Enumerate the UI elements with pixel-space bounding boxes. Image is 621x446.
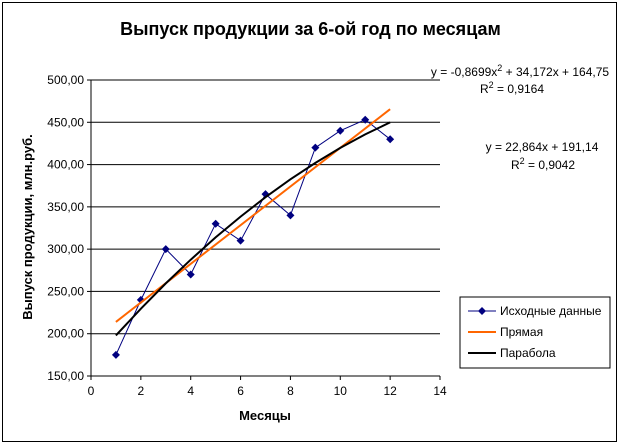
tick-labels: 150,00 200,00 250,00 300,00 350,00 400,00 450,… — [47, 73, 447, 398]
data-point-marker — [111, 350, 120, 359]
chart-frame: Выпуск продукции за 6-ой год по месяцам — [2, 2, 617, 442]
y-tick-label: 200,00 — [47, 327, 84, 341]
y-tick-label: 250,00 — [47, 284, 84, 298]
x-tick-label: 4 — [187, 384, 194, 398]
series-layer — [111, 108, 395, 359]
data-point-marker — [161, 245, 170, 254]
trendline-linear — [115, 108, 391, 323]
legend-item-original: Исходные данные — [468, 304, 602, 318]
y-tick-label: 500,00 — [47, 73, 84, 87]
data-point-marker — [361, 115, 370, 124]
legend-label-linear: Прямая — [500, 325, 543, 339]
data-point-marker — [211, 219, 220, 228]
legend-item-linear: Прямая — [468, 325, 543, 339]
data-point-marker — [311, 143, 320, 152]
x-tick-label: 8 — [287, 384, 294, 398]
series-line-original — [115, 119, 391, 356]
y-tick-label: 300,00 — [47, 242, 84, 256]
axes — [87, 79, 441, 380]
data-point-marker — [336, 126, 345, 135]
data-point-marker — [186, 270, 195, 279]
trendline-parabola — [115, 121, 391, 337]
linear-equation: y = 22,864x + 191,14 — [486, 140, 599, 154]
y-tick-label: 150,00 — [47, 369, 84, 383]
x-tick-label: 6 — [237, 384, 244, 398]
data-point-marker — [236, 236, 245, 245]
linear-r-squared: R2 = 0,9042 — [511, 156, 575, 172]
x-tick-label: 0 — [88, 384, 95, 398]
data-point-marker — [286, 211, 295, 220]
x-tick-label: 10 — [334, 384, 348, 398]
x-tick-label: 2 — [138, 384, 145, 398]
x-tick-label: 12 — [383, 384, 397, 398]
x-tick-label: 14 — [433, 384, 447, 398]
y-tick-label: 350,00 — [47, 200, 84, 214]
y-tick-label: 400,00 — [47, 158, 84, 172]
gridlines — [91, 79, 440, 335]
poly-equation: y = -0,8699x2 + 34,172x + 164,75 — [431, 63, 609, 79]
y-tick-label: 450,00 — [47, 115, 84, 129]
legend: Исходные данные Прямая Парабола — [459, 296, 611, 369]
legend-box — [459, 296, 611, 369]
legend-label-original: Исходные данные — [500, 304, 602, 318]
legend-marker-original — [478, 307, 486, 315]
y-axis-label: Выпуск продукции, млн.руб. — [20, 134, 35, 320]
x-axis-label: Месяцы — [239, 408, 291, 423]
legend-label-parabola: Парабола — [500, 346, 556, 360]
chart-title: Выпуск продукции за 6-ой год по месяцам — [120, 19, 501, 39]
data-point-marker — [386, 135, 395, 144]
poly-r-squared: R2 = 0,9164 — [480, 80, 544, 96]
legend-item-parabola: Парабола — [468, 346, 556, 360]
